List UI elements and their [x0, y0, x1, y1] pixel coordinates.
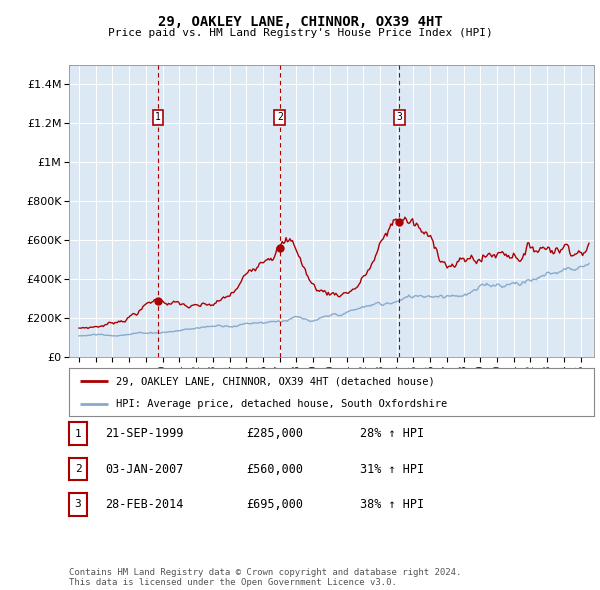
Text: 1: 1	[155, 113, 161, 123]
Text: 28% ↑ HPI: 28% ↑ HPI	[360, 427, 424, 440]
Text: £695,000: £695,000	[246, 498, 303, 511]
Text: 2: 2	[277, 113, 283, 123]
Text: 3: 3	[74, 500, 82, 509]
Text: 21-SEP-1999: 21-SEP-1999	[105, 427, 184, 440]
Text: 3: 3	[397, 113, 403, 123]
Text: 28-FEB-2014: 28-FEB-2014	[105, 498, 184, 511]
Text: HPI: Average price, detached house, South Oxfordshire: HPI: Average price, detached house, Sout…	[116, 399, 448, 409]
Text: 29, OAKLEY LANE, CHINNOR, OX39 4HT: 29, OAKLEY LANE, CHINNOR, OX39 4HT	[158, 15, 442, 29]
Text: Contains HM Land Registry data © Crown copyright and database right 2024.
This d: Contains HM Land Registry data © Crown c…	[69, 568, 461, 587]
Text: £285,000: £285,000	[246, 427, 303, 440]
Text: 2: 2	[74, 464, 82, 474]
Text: 38% ↑ HPI: 38% ↑ HPI	[360, 498, 424, 511]
Text: £560,000: £560,000	[246, 463, 303, 476]
Text: 31% ↑ HPI: 31% ↑ HPI	[360, 463, 424, 476]
Text: 1: 1	[74, 429, 82, 438]
Text: 29, OAKLEY LANE, CHINNOR, OX39 4HT (detached house): 29, OAKLEY LANE, CHINNOR, OX39 4HT (deta…	[116, 376, 435, 386]
Text: 03-JAN-2007: 03-JAN-2007	[105, 463, 184, 476]
Text: Price paid vs. HM Land Registry's House Price Index (HPI): Price paid vs. HM Land Registry's House …	[107, 28, 493, 38]
